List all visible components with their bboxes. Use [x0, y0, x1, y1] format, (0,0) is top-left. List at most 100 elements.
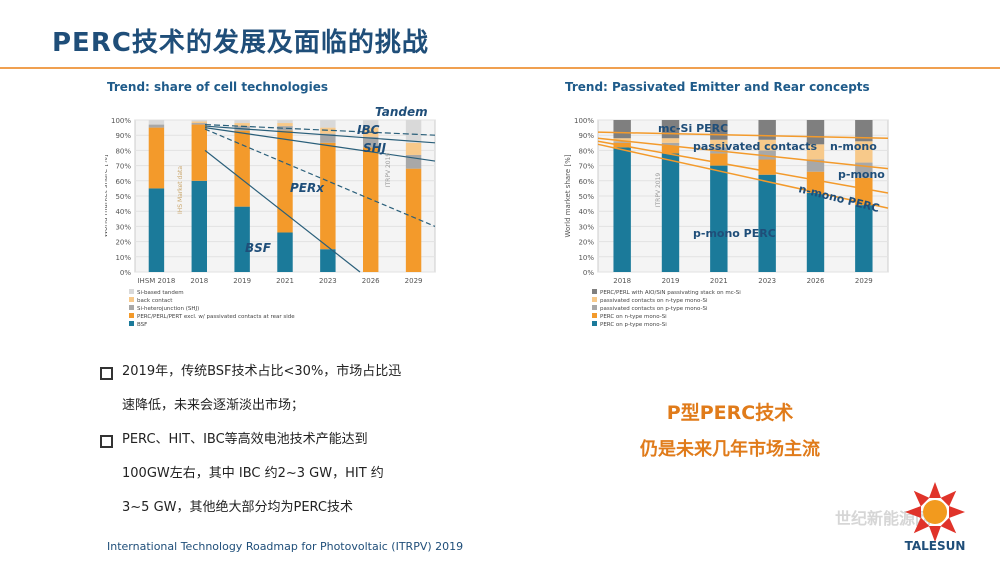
legend-swatch [592, 321, 597, 326]
itrpv-watermark: ITRPV 2019 [655, 173, 662, 208]
bar-segment [758, 120, 776, 140]
talesun-logo: TALESUN [880, 480, 990, 555]
cell-technologies-chart: 0% 10% 20% 30% 40% 50% 60% 70% 80% 90% 100% World m… [105, 105, 436, 328]
y-tick-label: 20% [115, 239, 131, 247]
ihs-data-label: IHS Market data [177, 166, 184, 214]
itrpv-watermark: ITRPV 2019 [385, 153, 392, 188]
legend-swatch [129, 289, 134, 294]
bar-segment [806, 159, 825, 172]
bar-segment [191, 123, 207, 125]
bar-segment [148, 124, 165, 128]
y-tick-label: 40% [578, 208, 594, 216]
bar-segment [613, 120, 631, 139]
chart2-title: Trend: Passivated Emitter and Rear conce… [565, 80, 870, 94]
page-title: PERC技术的发展及面临的挑战 [52, 28, 429, 58]
y-tick-label: 0% [120, 269, 131, 277]
y-tick-label: 70% [115, 163, 131, 171]
x-tick-label: 2018 [613, 277, 631, 285]
bar-segment [405, 120, 422, 143]
y-tick-label: 90% [115, 132, 131, 140]
shj-trend-line [204, 127, 436, 162]
bar-segment [661, 145, 680, 154]
bar-segment [363, 136, 379, 148]
bar-segment [320, 249, 336, 272]
bar-segment [234, 123, 250, 127]
checkbox-bullet-icon [100, 367, 113, 380]
bullet-line: PERC、HIT、IBC等高效电池技术产能达到 [122, 432, 368, 447]
bullet-line: 2019年，传统BSF技术占比<30%，市场占比迅 [122, 364, 402, 379]
x-tick-label: 2026 [362, 277, 380, 285]
watermark: 世纪新能源网 [835, 509, 932, 528]
legend-swatch [592, 313, 597, 318]
shj-label: SHJ [363, 141, 387, 155]
bar-segment [234, 120, 250, 124]
y-tick-label: 90% [578, 132, 594, 140]
bar-segment [855, 205, 873, 272]
legend-swatch [129, 313, 134, 318]
legend-entry: PERC/PERL/PERT excl. w/ passivated conta… [137, 314, 295, 320]
x-tick-label: 2019 [233, 277, 251, 285]
legend-swatch [129, 297, 134, 302]
y-tick-label: 20% [578, 239, 594, 247]
bar-segment [320, 127, 336, 134]
bar-segment [855, 120, 873, 142]
source-citation: International Technology Roadmap for Pho… [107, 540, 464, 553]
y-tick-label: 40% [115, 208, 131, 216]
bar-segment [277, 120, 293, 124]
bar-segment [661, 153, 680, 272]
bar-segment [363, 120, 379, 128]
title-divider [0, 67, 1000, 69]
x-tick-label: 2029 [405, 277, 423, 285]
bar-segment [806, 120, 825, 145]
y-axis-label: World market share [%] [105, 154, 109, 237]
y-tick-label: 10% [578, 254, 594, 262]
y-tick-label: 50% [578, 193, 594, 201]
perx-trend-line [204, 128, 436, 227]
bar-segment [806, 171, 825, 193]
bar-segment [363, 147, 379, 272]
p-mono-perc-label: p-mono PERC [693, 227, 776, 240]
p-mono-label: p-mono [838, 168, 885, 181]
mc-si-trend-line [597, 131, 889, 139]
legend-entry: Si-heterojunction (SHJ) [137, 306, 199, 312]
y-tick-label: 30% [578, 223, 594, 231]
y-tick-label: 100% [574, 117, 594, 125]
bar-segment [710, 165, 728, 272]
bar-segment [405, 142, 422, 155]
bar-segment [320, 120, 336, 128]
y-tick-label: 80% [578, 147, 594, 155]
bullet-line: 速降低，未来会逐渐淡出市场； [122, 398, 305, 413]
x-tick-label: 2023 [758, 277, 776, 285]
x-tick-label: 2021 [276, 277, 294, 285]
bar-segment [148, 120, 165, 125]
y-tick-label: 50% [115, 193, 131, 201]
bar-segment [191, 121, 207, 124]
bar-segment [148, 127, 165, 189]
legend-entry: Si-based tandem [137, 290, 184, 296]
bar-segment [758, 139, 776, 151]
legend-entry: back contact [137, 298, 173, 304]
legend-entry: passivated contacts on n-type mono-Si [600, 298, 708, 304]
bar-segment [234, 130, 250, 207]
bullet-item: PERC、HIT、IBC等高效电池技术产能达到 100GW左右，其中 IBC 约… [100, 423, 480, 525]
bar-segment [806, 192, 825, 272]
p-mono-trend-line [597, 140, 889, 194]
bsf-label: BSF [245, 241, 272, 255]
bar-segment [613, 141, 631, 143]
legend-swatch [129, 305, 134, 310]
bar-segment [613, 147, 631, 272]
legend-swatch [592, 289, 597, 294]
bar-segment [277, 232, 293, 272]
n-mono-perc-trend-line [597, 143, 889, 209]
bar-segment [191, 124, 207, 181]
bullet-item: 2019年，传统BSF技术占比<30%，市场占比迅 速降低，未来会逐渐淡出市场； [100, 355, 480, 423]
bar-segment [277, 123, 293, 127]
bar-segment [277, 126, 293, 131]
tandem-trend-line [204, 123, 436, 136]
y-tick-label: 10% [115, 254, 131, 262]
bar-segment [191, 120, 207, 122]
y-tick-label: 60% [115, 178, 131, 186]
sun-logo-icon: TALESUN [905, 482, 965, 553]
y-tick-label: 30% [115, 223, 131, 231]
legend-entry: PERC on p-type mono-Si [600, 322, 667, 328]
